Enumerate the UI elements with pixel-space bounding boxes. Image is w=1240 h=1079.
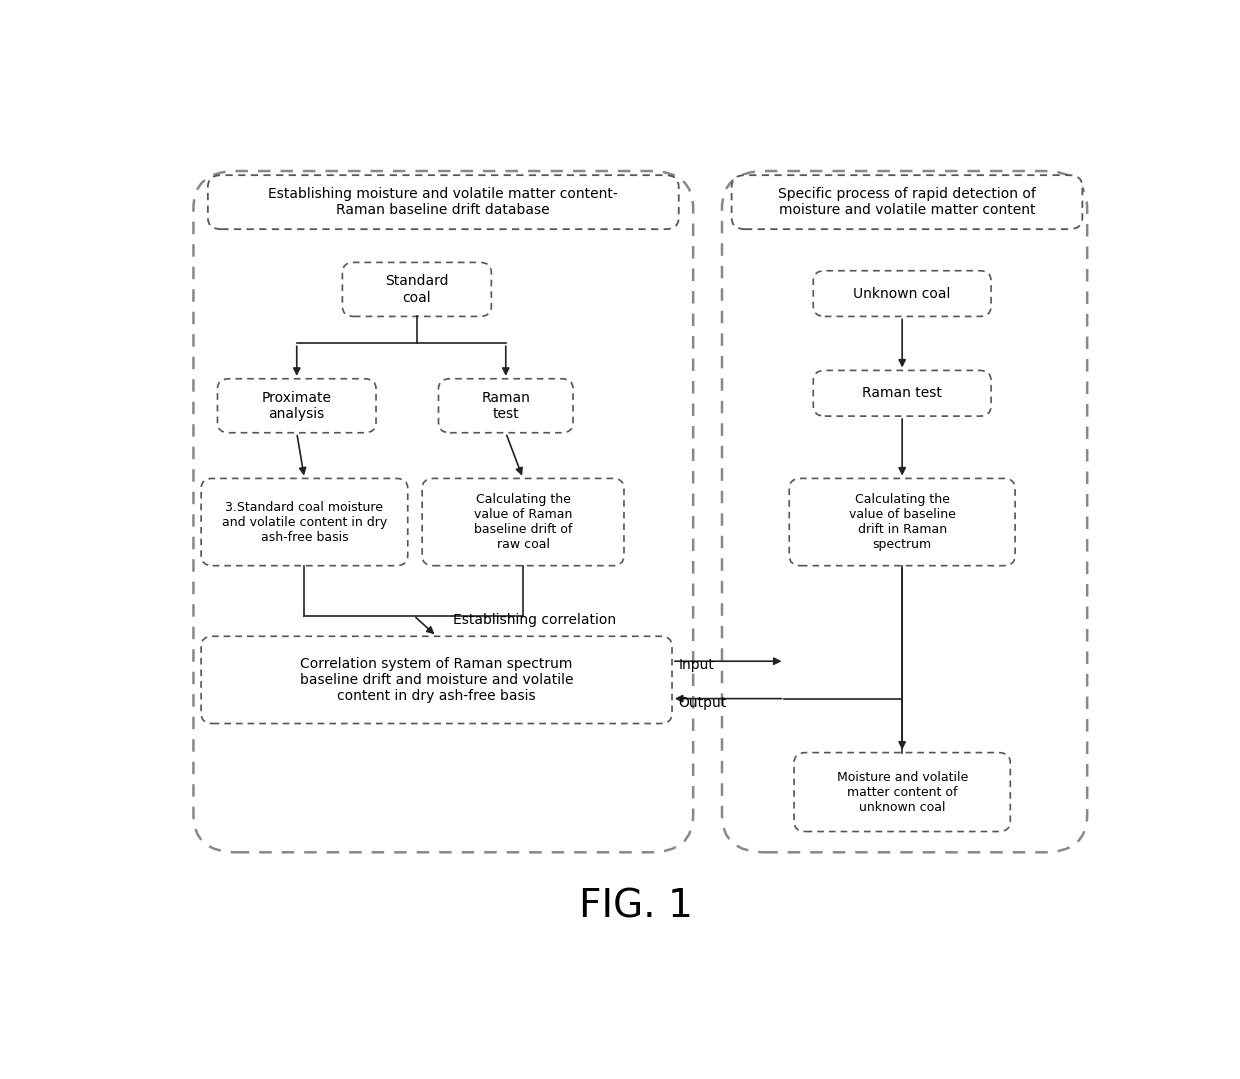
- FancyBboxPatch shape: [201, 637, 672, 724]
- Text: Unknown coal: Unknown coal: [853, 287, 951, 301]
- FancyBboxPatch shape: [193, 172, 693, 852]
- FancyBboxPatch shape: [342, 262, 491, 316]
- Text: Raman
test: Raman test: [481, 391, 531, 421]
- FancyBboxPatch shape: [422, 478, 624, 565]
- Text: Moisture and volatile
matter content of
unknown coal: Moisture and volatile matter content of …: [837, 770, 967, 814]
- FancyBboxPatch shape: [208, 175, 678, 229]
- Text: Input: Input: [678, 658, 714, 672]
- Text: FIG. 1: FIG. 1: [579, 887, 692, 926]
- Text: Establishing correlation: Establishing correlation: [453, 613, 616, 627]
- FancyBboxPatch shape: [439, 379, 573, 433]
- FancyBboxPatch shape: [722, 172, 1087, 852]
- FancyBboxPatch shape: [217, 379, 376, 433]
- Text: Calculating the
value of Raman
baseline drift of
raw coal: Calculating the value of Raman baseline …: [474, 493, 572, 551]
- FancyBboxPatch shape: [813, 271, 991, 316]
- Text: Proximate
analysis: Proximate analysis: [262, 391, 332, 421]
- Text: 3.Standard coal moisture
and volatile content in dry
ash-free basis: 3.Standard coal moisture and volatile co…: [222, 501, 387, 544]
- FancyBboxPatch shape: [201, 478, 408, 565]
- Text: Raman test: Raman test: [862, 386, 942, 400]
- Text: Establishing moisture and volatile matter content-
Raman baseline drift database: Establishing moisture and volatile matte…: [268, 187, 619, 217]
- FancyBboxPatch shape: [794, 753, 1011, 832]
- Text: Specific process of rapid detection of
moisture and volatile matter content: Specific process of rapid detection of m…: [777, 187, 1035, 217]
- Text: Output: Output: [678, 696, 727, 710]
- Text: Standard
coal: Standard coal: [386, 274, 449, 304]
- FancyBboxPatch shape: [789, 478, 1016, 565]
- Text: Calculating the
value of baseline
drift in Raman
spectrum: Calculating the value of baseline drift …: [848, 493, 956, 551]
- FancyBboxPatch shape: [732, 175, 1083, 229]
- Text: Correlation system of Raman spectrum
baseline drift and moisture and volatile
co: Correlation system of Raman spectrum bas…: [300, 657, 573, 704]
- FancyBboxPatch shape: [813, 370, 991, 416]
